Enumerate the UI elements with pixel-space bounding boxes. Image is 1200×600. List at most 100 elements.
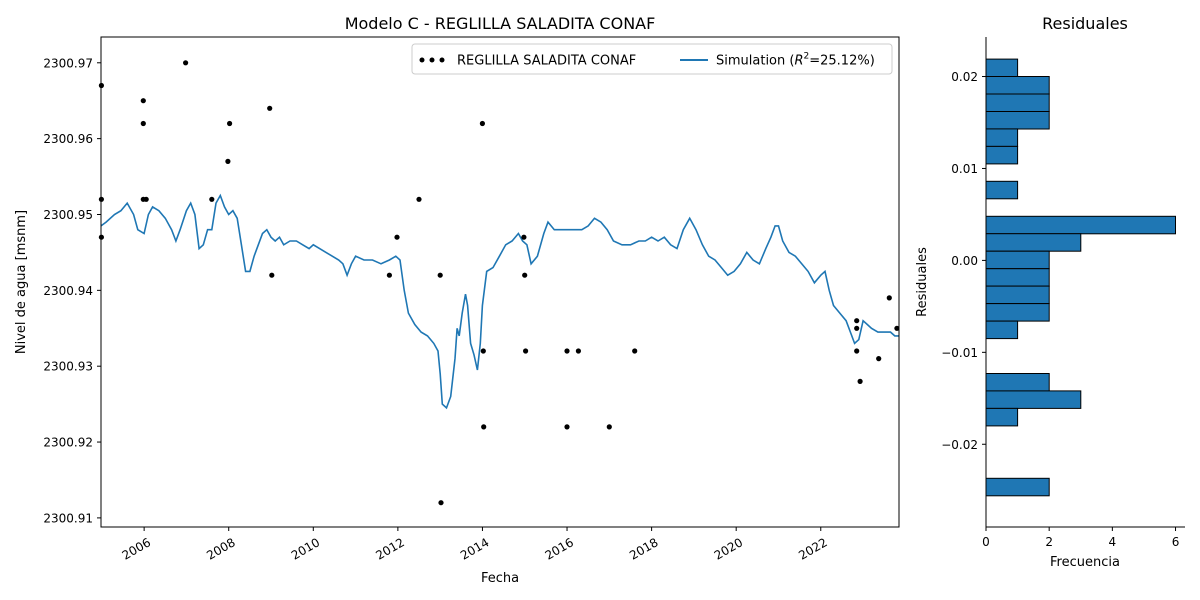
x-tick-label: 2006 [120, 535, 153, 562]
observation-point [267, 105, 273, 111]
observation-point [857, 378, 863, 384]
histogram-bar [985, 180, 1019, 200]
histogram-bar [985, 215, 1176, 235]
histogram-bar [985, 111, 1050, 130]
legend-obs-marker [419, 57, 445, 63]
observation-point [564, 424, 570, 430]
legend-obs-label: REGLILLA SALADITA CONAF [457, 54, 636, 69]
simulation-line [100, 193, 899, 410]
observation-point [854, 318, 860, 324]
residuals-chart: Residuales 0 2 4 6 −0.02 −0.01 0.00 0.01 0.02 F… [915, 14, 1185, 570]
observation-point [606, 424, 612, 430]
observation-point [438, 500, 444, 506]
observation-point [225, 158, 231, 164]
residuals-x-axis: 0 2 4 6 [982, 527, 1179, 549]
observation-point [481, 424, 487, 430]
x-tick-label: 2012 [373, 535, 406, 562]
observation-point [876, 356, 882, 362]
residuals-y-tick-label: 0.02 [951, 70, 978, 84]
histogram-bar [985, 303, 1050, 322]
histogram-bar [985, 390, 1082, 409]
main-y-axis: 2300.91 2300.92 2300.93 2300.94 2300.95 2300.… [43, 56, 101, 525]
main-x-axis: 2006 2008 2010 2012 2014 2016 2018 2020 2022 [120, 527, 830, 563]
residuals-x-tick-label: 6 [1172, 535, 1180, 549]
main-plot-area [98, 60, 900, 506]
histogram-bar [985, 250, 1050, 270]
residuals-bars [985, 58, 1176, 497]
main-x-axis-label: Fecha [481, 571, 519, 586]
residuals-y-tick-label: 0.01 [951, 162, 978, 176]
residuals-x-tick-label: 2 [1045, 535, 1053, 549]
observation-point [386, 272, 392, 278]
residuals-y-axis: −0.02 −0.01 0.00 0.01 0.02 [941, 70, 986, 452]
residuals-y-axis-label: Residuales [915, 247, 930, 317]
main-chart: Modelo C - REGLILLA SALADITA CONAF 2006 2… [14, 14, 900, 586]
residuals-y-tick-label: −0.02 [941, 438, 978, 452]
histogram-bar [985, 285, 1050, 305]
y-tick-label: 2300.93 [43, 360, 93, 374]
observation-point [140, 98, 146, 104]
observation-point [227, 120, 233, 127]
y-tick-label: 2300.92 [43, 436, 93, 450]
observation-point [269, 272, 275, 278]
x-tick-label: 2014 [458, 535, 491, 562]
x-tick-label: 2020 [712, 535, 745, 562]
main-chart-title: Modelo C - REGLILLA SALADITA CONAF [345, 14, 656, 33]
observation-point [479, 120, 485, 127]
main-y-axis-label: Nivel de agua [msnm] [14, 210, 29, 354]
y-tick-label: 2300.91 [43, 511, 93, 525]
observation-point [854, 348, 860, 354]
residuals-y-tick-label: 0.00 [951, 254, 978, 268]
legend-sim-label: Simulation (R2=25.12%) [716, 52, 875, 69]
legend-sim-prefix: Simulation ( [716, 54, 794, 69]
x-tick-label: 2010 [289, 535, 322, 562]
histogram-bar [985, 477, 1050, 497]
main-axes-frame [100, 36, 900, 528]
legend-sim-r: R [794, 54, 803, 69]
observation-point [437, 272, 443, 278]
x-tick-label: 2022 [796, 535, 829, 562]
y-tick-label: 2300.97 [43, 56, 93, 70]
residuals-x-tick-label: 0 [982, 535, 990, 549]
histogram-bar [985, 373, 1050, 392]
x-tick-label: 2008 [204, 535, 237, 562]
histogram-bar [985, 58, 1019, 78]
y-tick-label: 2300.96 [43, 132, 93, 146]
observation-point [894, 325, 900, 331]
y-tick-label: 2300.95 [43, 208, 93, 222]
observation-point [564, 348, 570, 354]
y-tick-label: 2300.94 [43, 284, 93, 298]
x-tick-label: 2016 [543, 535, 576, 562]
observation-point [521, 234, 527, 240]
legend-sim-sup: 2 [804, 52, 810, 62]
residuals-title: Residuales [1042, 14, 1128, 33]
histogram-bar [985, 268, 1050, 287]
histogram-bar [985, 320, 1019, 340]
x-tick-label: 2018 [627, 535, 660, 562]
observation-point [183, 60, 189, 66]
observation-point [209, 196, 215, 202]
observation-point [523, 348, 529, 354]
residuals-x-axis-label: Frecuencia [1050, 555, 1120, 570]
histogram-bar [985, 128, 1019, 147]
legend: REGLILLA SALADITA CONAF Simulation (R2=2… [411, 43, 893, 75]
observation-point [854, 325, 860, 331]
residuals-y-tick-label: −0.01 [941, 346, 978, 360]
histogram-bar [985, 407, 1019, 427]
histogram-bar [985, 93, 1050, 112]
observation-point [140, 120, 146, 127]
observation-point [480, 348, 486, 354]
observation-point [522, 272, 528, 278]
observation-point [886, 295, 892, 301]
observation-point [394, 234, 400, 240]
histogram-bar [985, 145, 1019, 165]
observation-point [632, 348, 638, 354]
observation-point [575, 348, 582, 354]
observation-point [143, 196, 149, 202]
residuals-x-tick-label: 4 [1109, 535, 1117, 549]
legend-sim-suffix: =25.12%) [809, 54, 875, 69]
histogram-bar [985, 233, 1082, 252]
histogram-bar [985, 76, 1050, 95]
legend-box [411, 43, 893, 75]
